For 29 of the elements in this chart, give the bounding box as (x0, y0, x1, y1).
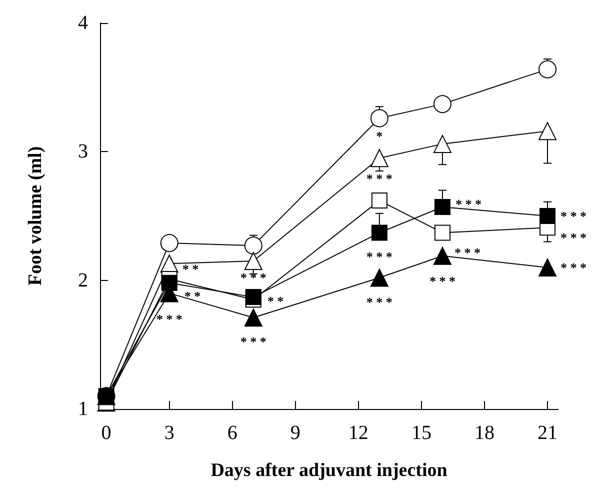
x-tick-label: 18 (474, 422, 494, 444)
y-tick-label: 3 (78, 140, 88, 163)
annotation: * * * (366, 294, 392, 310)
annotation: * * * (454, 245, 480, 260)
annotation: * * * (429, 273, 456, 288)
annotation: * (376, 128, 383, 144)
annotation: * * * (560, 260, 586, 275)
annotation: * * (184, 288, 201, 304)
x-tick-label: 15 (411, 422, 432, 444)
annotation: * * * (240, 334, 266, 350)
annotation: * * * (560, 208, 586, 224)
annotation: * * * (560, 230, 586, 246)
y-tick-label: 4 (78, 12, 88, 34)
annotation: * * (267, 294, 284, 309)
annotation: * * * (455, 196, 482, 212)
x-tick-label: 0 (101, 422, 112, 444)
annotation: * * * (366, 249, 392, 264)
annotation: * * (182, 262, 199, 277)
y-axis-title: Foot volume (ml) (25, 146, 46, 286)
x-tick-label: 6 (227, 422, 238, 444)
x-tick-label: 9 (290, 422, 300, 444)
y-tick-label: 1 (78, 398, 88, 420)
x-tick-label: 21 (537, 422, 558, 444)
x-axis-title: Days after adjuvant injection (210, 460, 448, 481)
x-tick-label: 12 (348, 422, 368, 444)
y-tick-label: 2 (78, 269, 88, 292)
x-tick-label: 3 (164, 422, 174, 444)
annotation: * * * (156, 312, 182, 327)
annotation: * * * (366, 171, 392, 186)
